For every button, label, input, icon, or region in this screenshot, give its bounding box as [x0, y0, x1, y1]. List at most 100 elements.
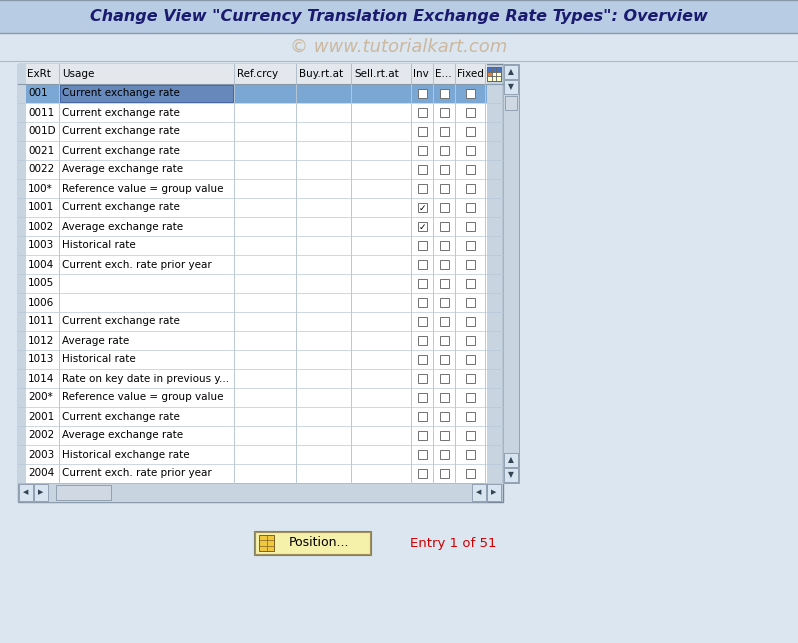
Bar [26, 369, 487, 388]
Text: 1005: 1005 [28, 278, 54, 289]
Bar [417, 469, 426, 478]
Text: Fixed: Fixed [457, 69, 484, 79]
Text: Average rate: Average rate [62, 336, 129, 345]
Text: Usage: Usage [62, 69, 94, 79]
Bar [417, 89, 426, 98]
Bar [26, 445, 487, 464]
Bar [26, 217, 487, 236]
Bar [465, 89, 475, 98]
Text: 0011: 0011 [28, 107, 54, 118]
Bar [465, 298, 475, 307]
Bar [26, 426, 487, 445]
Bar [417, 108, 426, 117]
Bar [440, 222, 448, 231]
Bar [417, 298, 426, 307]
Bar [503, 64, 519, 483]
Text: ◀: ◀ [23, 489, 29, 496]
Bar [504, 468, 518, 482]
Bar [465, 355, 475, 364]
Bar [504, 65, 518, 79]
Text: ▼: ▼ [508, 82, 514, 91]
Text: ExRt: ExRt [27, 69, 51, 79]
Bar [417, 184, 426, 193]
Text: Inv: Inv [413, 69, 429, 79]
Bar [254, 531, 371, 555]
Bar [417, 336, 426, 345]
Text: 1011: 1011 [28, 316, 54, 327]
Text: 200*: 200* [28, 392, 53, 403]
Bar [255, 532, 370, 554]
Text: Historical exchange rate: Historical exchange rate [62, 449, 190, 460]
Bar [417, 260, 426, 269]
Text: ✓: ✓ [418, 203, 426, 212]
Bar [487, 67, 492, 71]
Bar [417, 279, 426, 288]
Text: Current exchange rate: Current exchange rate [62, 412, 180, 422]
Bar [0, 0, 798, 33]
Text: 1003: 1003 [28, 240, 54, 251]
Bar [26, 103, 487, 122]
Text: 0021: 0021 [28, 145, 54, 156]
Text: 0022: 0022 [28, 165, 54, 174]
Bar [440, 393, 448, 402]
Text: © www.tutorialkart.com: © www.tutorialkart.com [290, 38, 508, 56]
Bar [465, 241, 475, 250]
Bar [465, 108, 475, 117]
Text: 1002: 1002 [28, 221, 54, 231]
Bar [465, 260, 475, 269]
Bar [26, 160, 487, 179]
Bar [34, 484, 48, 501]
Text: Change View "Currency Translation Exchange Rate Types": Overview: Change View "Currency Translation Exchan… [90, 10, 708, 24]
Bar [440, 412, 448, 421]
Bar [465, 393, 475, 402]
Bar [440, 108, 448, 117]
Text: Average exchange rate: Average exchange rate [62, 221, 183, 231]
Bar [417, 355, 426, 364]
Bar [26, 84, 487, 103]
Bar [487, 71, 492, 77]
Bar [18, 483, 487, 502]
Bar [19, 484, 33, 501]
Bar [26, 464, 487, 483]
Bar [465, 469, 475, 478]
Bar [26, 198, 487, 217]
Text: 2003: 2003 [28, 449, 54, 460]
Bar [440, 203, 448, 212]
Bar [465, 222, 475, 231]
Text: Historical rate: Historical rate [62, 240, 136, 251]
Bar [465, 431, 475, 440]
Bar [417, 450, 426, 459]
Text: Current exchange rate: Current exchange rate [62, 203, 180, 212]
Bar [26, 255, 487, 274]
Bar [26, 274, 487, 293]
Bar [440, 450, 448, 459]
Text: Current exchange rate: Current exchange rate [62, 89, 180, 98]
Bar [18, 64, 26, 502]
Bar [26, 331, 487, 350]
Bar [465, 184, 475, 193]
Bar [465, 374, 475, 383]
Bar [417, 431, 426, 440]
Bar [487, 484, 501, 501]
Text: Current exchange rate: Current exchange rate [62, 316, 180, 327]
Text: 001: 001 [28, 89, 48, 98]
Bar [487, 67, 501, 81]
Bar [26, 388, 487, 407]
Bar [417, 393, 426, 402]
Bar [465, 203, 475, 212]
Bar [26, 350, 487, 369]
Text: ✓: ✓ [418, 222, 426, 231]
Text: 100*: 100* [28, 183, 53, 194]
Text: 2001: 2001 [28, 412, 54, 422]
Bar [18, 64, 487, 84]
Bar [26, 407, 487, 426]
Text: Reference value = group value: Reference value = group value [62, 392, 223, 403]
Bar [465, 165, 475, 174]
Bar [492, 67, 496, 71]
Bar [465, 450, 475, 459]
Bar [465, 336, 475, 345]
Bar [417, 241, 426, 250]
Text: ▼: ▼ [508, 471, 514, 480]
Bar [440, 355, 448, 364]
Bar [487, 67, 501, 81]
